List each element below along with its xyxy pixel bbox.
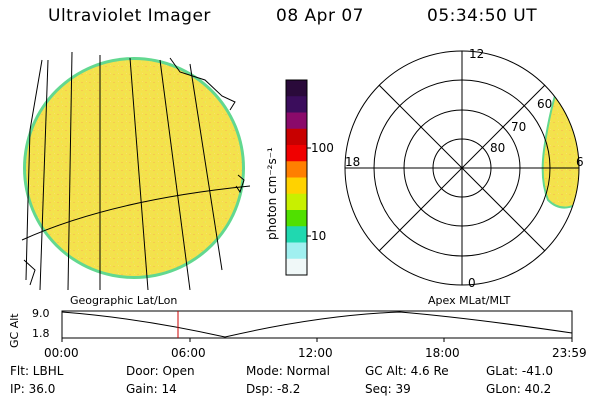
mlt-0-label: 0 — [468, 276, 476, 290]
mlt-12-label: 12 — [469, 47, 485, 61]
disk-emission — [26, 60, 242, 276]
info-gc-alt: GC Alt: 4.6 Re — [365, 364, 449, 378]
colorbar-unit-label: photon cm⁻²s⁻¹ — [265, 147, 279, 240]
info-filter: Flt: LBHL — [10, 364, 64, 378]
altitude-ytop: 9.0 — [32, 307, 50, 320]
colorbar — [285, 79, 311, 276]
info-seq: Seq: 39 — [365, 382, 411, 396]
colorbar-segment — [286, 145, 307, 162]
polar-plot — [344, 50, 580, 286]
geographic-image — [21, 51, 251, 290]
mlt-6-label: 6 — [576, 155, 584, 169]
x-tick-0600: 06:00 — [171, 346, 206, 360]
lat-80-label: 80 — [490, 141, 506, 155]
info-gain: Gain: 14 — [126, 382, 177, 396]
altitude-ybottom: 1.8 — [32, 327, 50, 340]
x-tick-1200: 12:00 — [298, 346, 333, 360]
mlt-18-label: 18 — [345, 155, 361, 169]
x-tick-0000: 00:00 — [44, 346, 79, 360]
info-ip: IP: 36.0 — [10, 382, 56, 396]
info-mode: Mode: Normal — [246, 364, 330, 378]
colorbar-segment — [286, 258, 307, 276]
info-glon: GLon: 40.2 — [486, 382, 552, 396]
apex-label: Apex MLat/MLT — [428, 294, 511, 307]
altitude-ticks — [61, 338, 573, 342]
colorbar-segment — [286, 177, 307, 195]
colorbar-segment — [286, 161, 307, 178]
info-glat: GLat: -41.0 — [486, 364, 553, 378]
colorbar-tick-100: 100 — [311, 141, 334, 155]
colorbar-segment — [286, 128, 307, 146]
date-label: 08 Apr 07 — [276, 6, 364, 26]
info-dsp: Dsp: -8.2 — [246, 382, 301, 396]
geo-grid — [21, 51, 251, 290]
colorbar-frame — [285, 79, 308, 276]
app-title: Ultraviolet Imager — [48, 6, 211, 26]
colorbar-segment — [286, 96, 307, 113]
x-tick-2359: 23:59 — [552, 346, 587, 360]
altitude-plot — [61, 310, 573, 342]
colorbar-segment — [286, 226, 307, 243]
time-label: 05:34:50 UT — [427, 6, 538, 26]
info-door: Door: Open — [126, 364, 195, 378]
lat-70-label: 70 — [511, 120, 527, 134]
colorbar-segment — [286, 193, 307, 211]
polar-grid — [344, 50, 580, 286]
x-tick-1800: 18:00 — [425, 346, 460, 360]
colorbar-segment — [286, 112, 307, 130]
geographic-label: Geographic Lat/Lon — [70, 294, 178, 307]
altitude-frame — [61, 310, 573, 339]
colorbar-tick-10: 10 — [311, 229, 327, 243]
altitude-ylabel: GC Alt — [8, 313, 21, 348]
colorbar-segment — [286, 242, 307, 260]
altitude-curve — [61, 311, 573, 338]
colorbar-segment — [286, 80, 307, 97]
lat-60-label: 60 — [537, 97, 553, 111]
colorbar-segment — [286, 210, 307, 227]
